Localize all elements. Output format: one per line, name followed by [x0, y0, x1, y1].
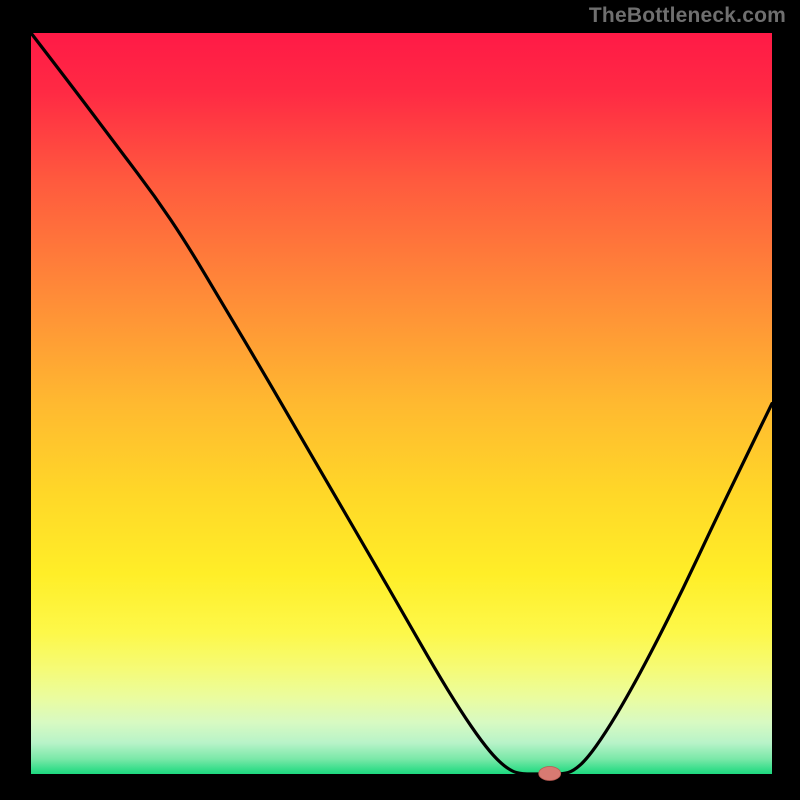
chart-stage: TheBottleneck.com: [0, 0, 800, 800]
optimum-marker: [539, 767, 561, 781]
bottleneck-chart: [0, 0, 800, 800]
chart-plot-area: [31, 33, 772, 774]
watermark-text: TheBottleneck.com: [589, 4, 786, 28]
